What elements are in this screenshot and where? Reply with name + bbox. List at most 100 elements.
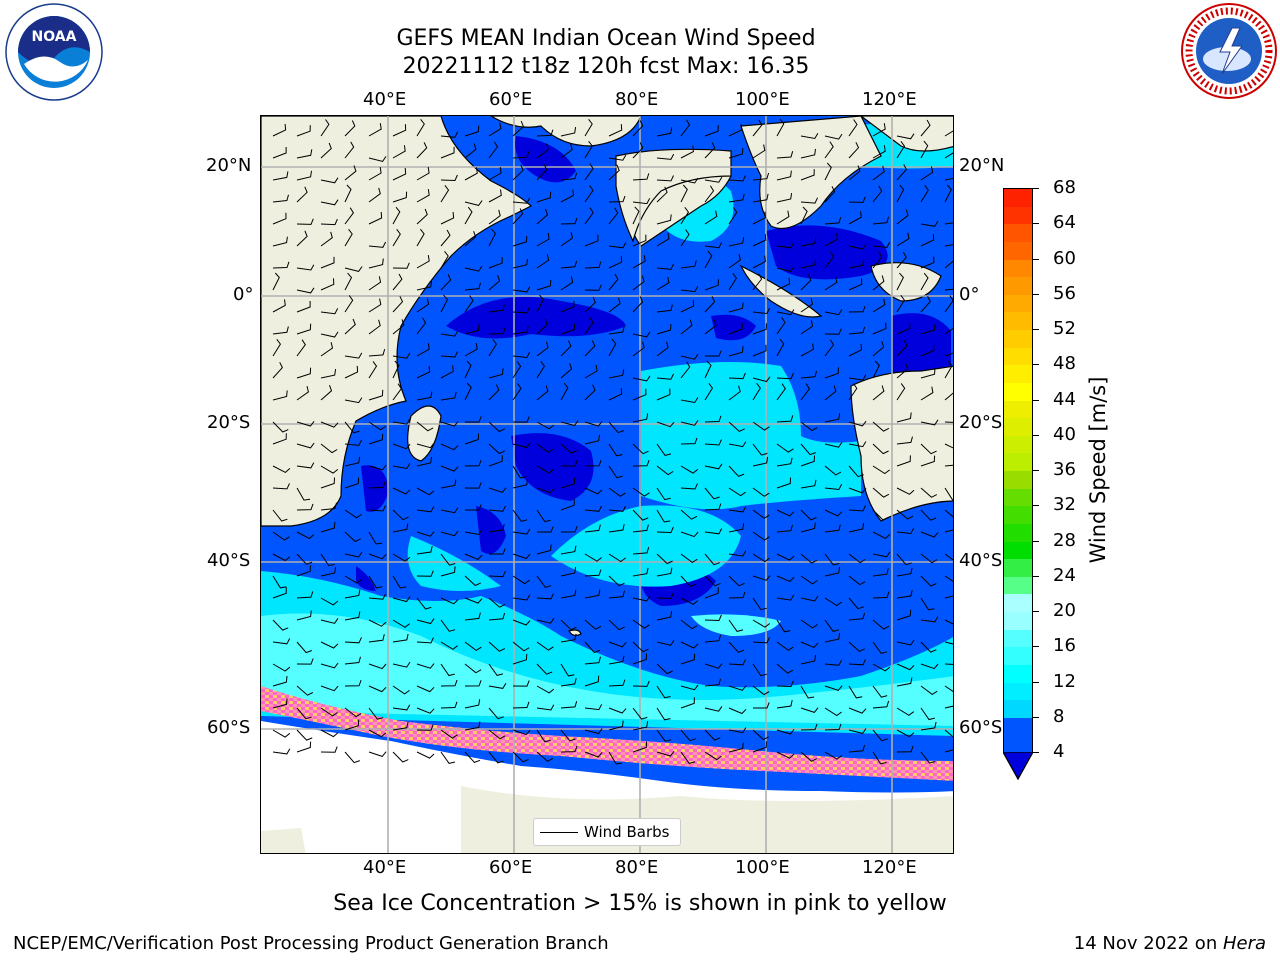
colorbar-tick <box>1033 258 1039 260</box>
wind-barb <box>656 186 668 203</box>
wind-barb <box>272 421 289 433</box>
wind-barb <box>296 729 313 741</box>
wind-barb <box>392 721 409 731</box>
wind-barb <box>392 418 411 425</box>
wind-barb <box>392 596 411 603</box>
wind-barb <box>368 241 387 248</box>
wind-barb <box>344 551 363 558</box>
wind-barb <box>392 191 408 203</box>
wind-barb <box>872 145 886 159</box>
colorbar-tick-label: 44 <box>1053 388 1076 410</box>
wind-barb <box>320 521 336 533</box>
wind-barb <box>848 612 866 621</box>
wind-barb <box>440 443 459 451</box>
wind-barb <box>920 487 938 498</box>
wind-barb <box>440 250 449 269</box>
wind-barb <box>848 597 864 610</box>
wind-barb <box>608 325 625 335</box>
wind-barb <box>920 419 939 426</box>
wind-barb <box>464 529 483 536</box>
wind-barb <box>488 122 502 137</box>
wind-barb <box>344 295 354 313</box>
wind-barb <box>536 279 552 291</box>
wind-barb <box>416 545 433 555</box>
wind-barb <box>584 619 602 630</box>
wind-barb <box>272 676 288 687</box>
wind-barb <box>440 530 459 537</box>
wind-barb <box>392 633 409 643</box>
wind-barb <box>608 256 623 269</box>
wind-barb <box>488 641 506 652</box>
wind-barb <box>560 745 578 753</box>
wind-barb <box>944 360 953 379</box>
wind-barb <box>464 751 481 763</box>
wind-barb <box>512 641 530 652</box>
wind-barb <box>320 477 335 489</box>
wind-barb <box>920 272 929 291</box>
wind-barb <box>704 279 719 291</box>
wind-barb <box>584 505 603 512</box>
wind-barb <box>752 487 770 497</box>
wind-barb <box>344 611 361 621</box>
wind-barb <box>848 641 865 652</box>
wind-barb <box>848 211 862 225</box>
wind-barb <box>704 706 723 712</box>
wind-barb <box>776 170 792 181</box>
wind-barb <box>872 551 891 558</box>
wind-barb <box>824 251 835 269</box>
wind-barb <box>296 442 315 449</box>
wind-barb <box>824 441 843 448</box>
wind-barb <box>320 119 330 137</box>
wind-barb <box>392 206 401 225</box>
wind-barbs <box>272 118 953 765</box>
wind-barb <box>776 266 795 272</box>
wind-barb <box>320 597 339 606</box>
wind-barb <box>896 184 905 203</box>
wind-barb <box>344 719 360 731</box>
wind-barb <box>872 509 889 521</box>
wind-barb <box>536 143 549 159</box>
wind-barb <box>728 685 747 691</box>
wind-barb <box>753 702 770 709</box>
wind-barb <box>512 751 529 763</box>
wind-barb <box>752 597 767 611</box>
wind-barb <box>896 272 905 291</box>
wind-barb <box>608 553 626 563</box>
sea-ice-note: Sea Ice Concentration > 15% is shown in … <box>333 891 947 916</box>
wind-barb <box>896 295 906 313</box>
wind-barb <box>944 244 953 247</box>
wind-barb <box>680 229 690 247</box>
wind-barb <box>416 637 434 644</box>
wind-barb <box>320 746 338 753</box>
wind-barb <box>344 272 353 291</box>
wind-barb <box>896 363 909 379</box>
wind-barb <box>704 250 713 269</box>
wind-barb <box>872 251 883 269</box>
wind-barb <box>896 322 911 335</box>
wind-barb <box>584 641 601 654</box>
chart-subtitle-run: 20221112 t18z 120h fcst Max: 16.35 <box>402 54 810 79</box>
wind-barb <box>536 509 551 523</box>
wind-barb <box>416 487 435 496</box>
wind-barb <box>512 151 530 159</box>
wind-barb <box>296 707 312 720</box>
wind-barb <box>416 167 430 181</box>
wind-barb <box>800 370 818 379</box>
wind-barb <box>440 294 449 313</box>
wind-barb <box>608 297 621 313</box>
wind-barb <box>296 565 311 577</box>
wind-barb <box>656 707 671 721</box>
wind-barb <box>776 641 794 651</box>
wind-barb <box>704 296 716 313</box>
wind-barb <box>704 319 717 335</box>
wind-barb <box>632 142 644 159</box>
wind-barb <box>392 273 403 291</box>
wind-barb <box>632 120 644 137</box>
wind-barb <box>752 685 770 696</box>
wind-barb <box>824 619 840 632</box>
wind-barb <box>536 575 552 588</box>
wind-barb <box>944 487 953 501</box>
wind-barb <box>392 553 411 562</box>
wind-barb <box>776 277 791 291</box>
colorbar-segment <box>1004 594 1032 612</box>
